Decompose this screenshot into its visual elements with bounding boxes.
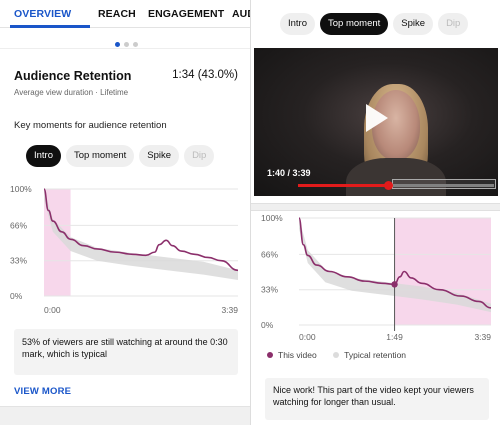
legend-item-this-video: This video [267, 350, 317, 360]
top-moment-insight-note: Nice work! This part of the video kept y… [265, 378, 489, 420]
chip-dip[interactable]: Dip [184, 145, 215, 167]
section-divider [251, 203, 500, 211]
this-video-line [43, 188, 239, 272]
average-view-duration-value: 1:34 (43.0%) [172, 69, 238, 81]
chip-intro[interactable]: Intro [280, 13, 316, 35]
chip-top-moment[interactable]: Top moment [66, 145, 135, 167]
video-timestamp: 1:40 / 3:39 [267, 168, 311, 178]
x-tick-label: 3:39 [474, 332, 491, 342]
key-moments-label: Key moments for audience retention [14, 120, 167, 131]
y-tick-label: 100% [10, 184, 32, 194]
legend-swatch [333, 351, 340, 358]
chip-top-moment[interactable]: Top moment [320, 13, 389, 35]
chip-spike[interactable]: Spike [393, 13, 434, 35]
current-position-point [391, 281, 398, 288]
typical-retention-band [299, 218, 491, 313]
y-tick-label: 33% [261, 285, 278, 295]
legend-label: Typical retention [344, 350, 407, 360]
retention-insight-note: 53% of viewers are still watching at aro… [14, 329, 238, 375]
x-tick-label: 3:39 [221, 305, 238, 315]
legend-swatch [267, 351, 273, 358]
chip-spike[interactable]: Spike [139, 145, 180, 167]
retention-chart-svg: 100% 66% 33% 0% 0:00 3:39 [10, 184, 239, 315]
key-moment-chips: Intro Top moment Spike Dip [26, 145, 219, 167]
card-title: Audience Retention [14, 69, 132, 83]
chip-dip[interactable]: Dip [438, 13, 469, 35]
card-subtitle: Average view duration · Lifetime [14, 88, 129, 97]
x-tick-label: 1:49 [386, 332, 403, 342]
active-tab-indicator [10, 25, 90, 28]
key-moment-chips: Intro Top moment Spike Dip [280, 13, 473, 35]
chart-legend: This video Typical retention [267, 350, 420, 360]
seek-bar-track[interactable] [298, 184, 494, 187]
y-tick-label: 33% [10, 256, 27, 266]
x-tick-label: 0:00 [44, 305, 61, 315]
next-card-edge [0, 406, 250, 425]
typical-retention-band [44, 189, 238, 280]
y-tick-label: 0% [261, 320, 274, 330]
chip-intro[interactable]: Intro [26, 145, 62, 167]
video-preview[interactable]: 1:40 / 3:39 [254, 48, 498, 196]
tab-engagement[interactable]: ENGAGEMENT [148, 8, 225, 20]
page-dot [133, 42, 138, 47]
key-moment-range-box [392, 179, 496, 189]
retention-chart-svg: 100% 66% 33% 0% 0:00 1:49 3:39 [261, 213, 491, 342]
top-moment-panel: Intro Top moment Spike Dip 1:40 / 3:39 100%… [250, 0, 500, 425]
retention-chart-left: 100% 66% 33% 0% 0:00 3:39 [8, 181, 244, 321]
legend-label: This video [278, 350, 317, 360]
y-tick-label: 100% [261, 213, 283, 223]
view-more-link[interactable]: VIEW MORE [14, 386, 72, 397]
retention-chart-right: 100% 66% 33% 0% 0:00 1:49 3:39 [259, 212, 495, 346]
y-tick-label: 0% [10, 291, 23, 301]
play-icon[interactable] [366, 104, 388, 132]
retention-overview-panel: OVERVIEW REACH ENGAGEMENT AUD Audience R… [0, 0, 250, 425]
page-dot-active [115, 42, 120, 47]
page-indicator [115, 34, 142, 52]
tab-reach[interactable]: REACH [98, 8, 136, 20]
page-dot [124, 42, 129, 47]
seek-bar-played [298, 184, 388, 187]
x-tick-label: 0:00 [299, 332, 316, 342]
tab-audience[interactable]: AUD [232, 8, 250, 20]
y-tick-label: 66% [261, 249, 278, 259]
seek-bar-handle[interactable] [384, 181, 393, 190]
tab-overview[interactable]: OVERVIEW [14, 8, 72, 20]
audience-retention-card: Audience Retention 1:34 (43.0%) Average … [0, 48, 250, 425]
y-tick-label: 66% [10, 220, 27, 230]
analytics-tab-bar: OVERVIEW REACH ENGAGEMENT AUD [0, 0, 250, 28]
legend-item-typical: Typical retention [333, 350, 406, 360]
video-frame-shoulders [346, 158, 446, 196]
